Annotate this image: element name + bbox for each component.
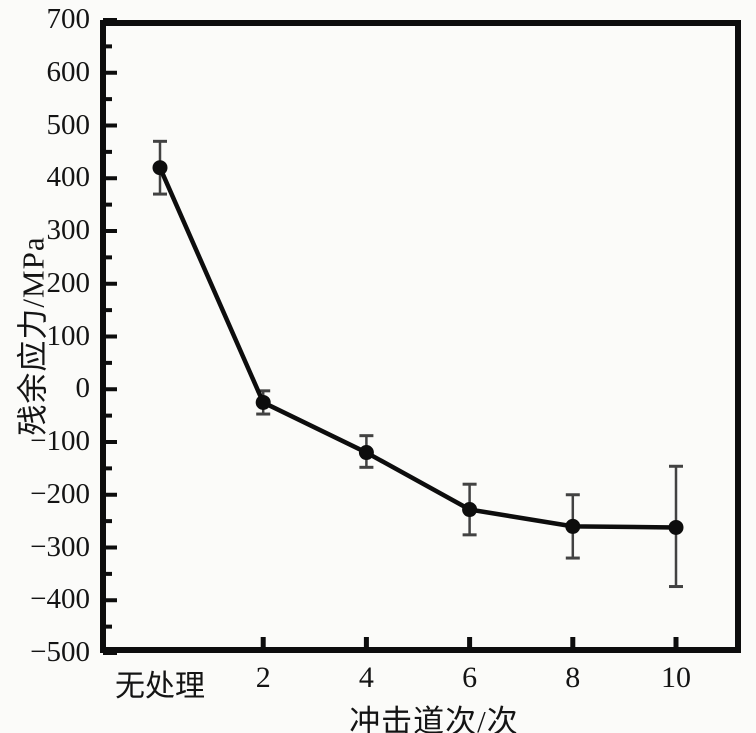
y-tick-label: 700 xyxy=(46,2,91,35)
y-tick-label: 400 xyxy=(46,161,91,194)
y-tick-label: −400 xyxy=(30,583,90,616)
data-point-marker xyxy=(565,518,581,534)
y-tick-label: −100 xyxy=(30,424,90,457)
data-point-marker xyxy=(462,502,478,518)
x-axis-title: 冲击道次/次 xyxy=(349,704,519,733)
y-tick-label: −200 xyxy=(30,477,90,510)
x-tick-label: 无处理 xyxy=(115,670,205,703)
data-point-marker xyxy=(255,394,271,410)
x-tick-label: 10 xyxy=(661,661,691,694)
y-tick-label: 0 xyxy=(75,372,91,405)
series-line xyxy=(157,165,679,530)
y-tick-label: −300 xyxy=(30,530,90,563)
x-tick-label: 8 xyxy=(565,661,581,694)
data-point-marker xyxy=(358,445,374,461)
y-tick-label: 200 xyxy=(46,266,91,299)
y-tick-label: −500 xyxy=(30,635,90,668)
y-tick-label: 100 xyxy=(46,319,91,352)
y-tick-label: 300 xyxy=(46,213,91,246)
y-tick-label: 500 xyxy=(46,108,91,141)
data-point-marker xyxy=(152,160,168,176)
x-tick-label: 6 xyxy=(462,661,478,694)
x-tick-label: 4 xyxy=(358,661,374,694)
plot-frame xyxy=(100,20,741,653)
data-point-marker xyxy=(668,519,684,535)
x-tick-label: 2 xyxy=(255,661,271,694)
y-tick-label: 600 xyxy=(46,55,91,88)
